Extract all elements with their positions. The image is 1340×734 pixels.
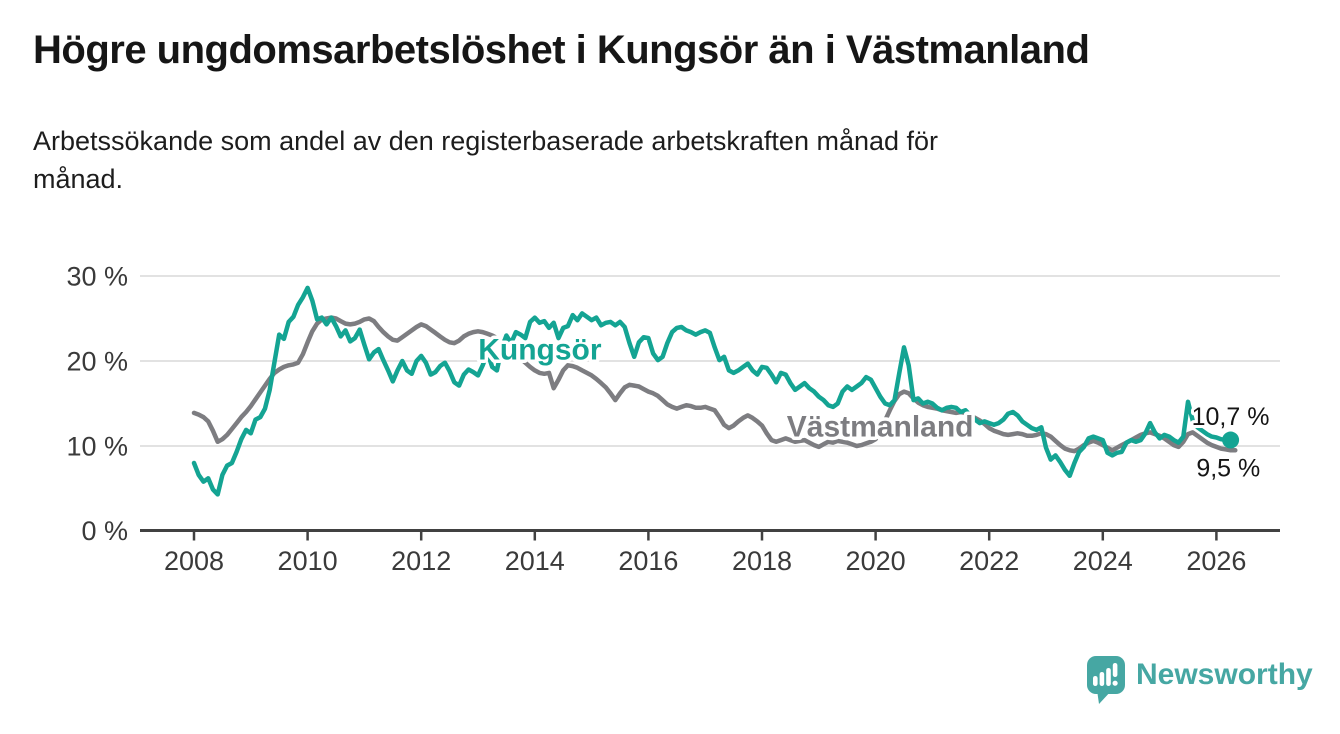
y-tick-label: 20 %	[66, 347, 128, 377]
x-tick-label: 2024	[1073, 546, 1133, 576]
x-tick-label: 2020	[846, 546, 906, 576]
x-tick-label: 2018	[732, 546, 792, 576]
x-tick-label: 2022	[959, 546, 1019, 576]
x-tick-label: 2026	[1186, 546, 1246, 576]
x-tick-label: 2010	[278, 546, 338, 576]
vstmanland-inline-label: Västmanland	[787, 411, 974, 444]
y-tick-label: 0 %	[81, 516, 128, 546]
kungsr-line	[191, 285, 1233, 497]
x-tick-label: 2014	[505, 546, 565, 576]
x-tick-label: 2016	[618, 546, 678, 576]
chart-title: Högre ungdomsarbetslöshet i Kungsör än i…	[33, 28, 1090, 72]
kungsr-inline-label: Kungsör	[478, 333, 602, 366]
newsworthy-wordmark: Newsworthy	[1136, 658, 1313, 691]
kungsr-end-value-label: 10,7 %	[1192, 403, 1270, 431]
y-tick-label: 10 %	[66, 432, 128, 462]
vstmanland-end-value-label: 9,5 %	[1196, 454, 1260, 482]
y-tick-label: 30 %	[66, 262, 128, 292]
chart-subtitle: Arbetssökande som andel av den registerb…	[33, 126, 939, 195]
x-tick-label: 2012	[391, 546, 451, 576]
kungsr-end-dot	[1222, 431, 1240, 449]
newsworthy-logo-icon	[1087, 656, 1125, 704]
vstmanland-line	[191, 315, 1238, 454]
newsworthy-brand: Newsworthy	[1086, 655, 1313, 705]
x-tick-label: 2008	[164, 546, 224, 576]
